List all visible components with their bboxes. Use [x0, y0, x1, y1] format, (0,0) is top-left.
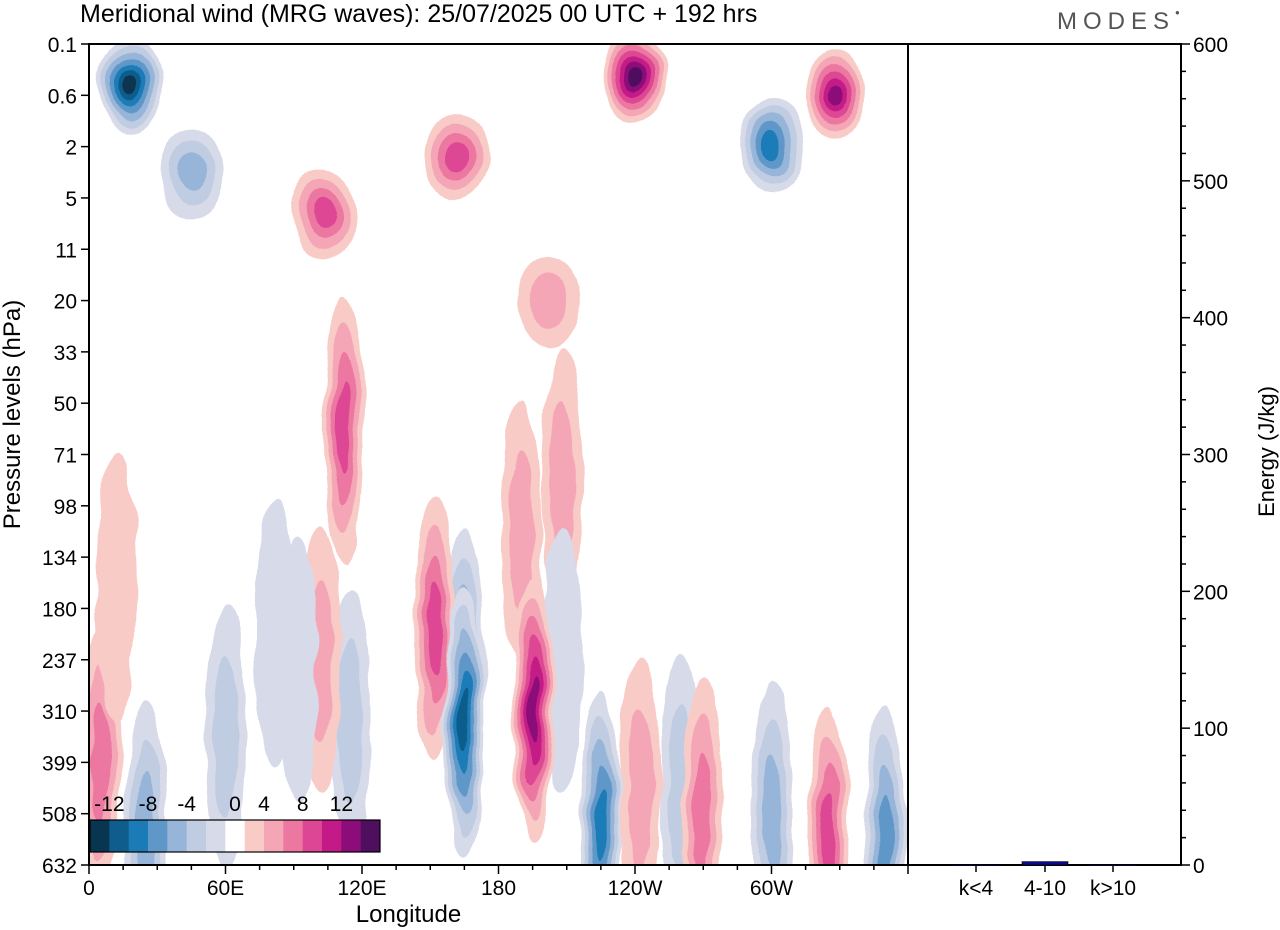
energy-panel-frame: [907, 43, 1182, 866]
energy-bar: [1021, 861, 1069, 866]
chart-title: Meridional wind (MRG waves): 25/07/2025 …: [80, 0, 758, 28]
contour-level-neg-4: [212, 654, 239, 819]
x-tick-label: 0: [83, 877, 95, 900]
y-tick-label: 98: [54, 496, 77, 519]
contour-level-neg-10: [595, 785, 607, 863]
y-tick-label: 399: [42, 752, 77, 775]
y-tick-label: 508: [42, 804, 77, 827]
y-tick-label: 0.1: [48, 34, 77, 57]
colorbar-swatch: [148, 820, 168, 852]
colorbar-label: -8: [139, 793, 158, 816]
contour-level-pos-8: [446, 140, 469, 173]
contour-level-pos-2: [95, 454, 137, 722]
energy-category-label: 4-10: [1024, 877, 1066, 900]
y-tick-label: 5: [65, 188, 77, 211]
y-tick-label: 310: [42, 701, 77, 724]
energy-tick-label: 100: [1193, 718, 1228, 741]
energy-tick-label: 500: [1193, 171, 1228, 194]
colorbar-label: -12: [94, 793, 124, 816]
y-tick-label: 237: [42, 650, 77, 673]
energy-tick-label: 300: [1193, 445, 1228, 468]
colorbar-swatch: [283, 820, 304, 852]
y-axis-label: Pressure levels (hPa): [0, 300, 26, 529]
x-tick-label: 60W: [750, 877, 793, 900]
contour-level-pos-4: [549, 398, 575, 563]
colorbar: -12 -8 -4 0 4 8 12: [89, 793, 381, 853]
colorbar-label: -4: [177, 793, 196, 816]
y-tick-label: 71: [54, 445, 77, 468]
contour-level-pos-12: [527, 678, 538, 744]
colorbar-swatch: [225, 820, 246, 852]
contour-field: [89, 44, 908, 865]
contour-level-pos-12: [827, 84, 843, 107]
contour-level-pos-4: [508, 449, 534, 614]
colorbar-swatch: [322, 820, 342, 852]
contour-level-neg-6: [177, 151, 206, 193]
y-tick-label: 0.6: [48, 85, 77, 108]
energy-axis-label: Energy (J/kg): [1254, 386, 1279, 517]
contour-level-pos-8: [821, 792, 836, 865]
y-tick-label: 20: [54, 291, 77, 314]
colorbar-swatch: [264, 820, 284, 852]
x-tick-label: 120E: [337, 877, 386, 900]
colorbar-swatch: [302, 820, 323, 852]
colorbar-swatch: [167, 820, 188, 852]
x-tick-label: 120W: [608, 877, 663, 900]
brand-logo: MODES●: [1057, 8, 1180, 35]
colorbar-label: 0: [229, 793, 241, 816]
contour-level-pos-8: [336, 382, 351, 476]
contour-level-neg-4: [338, 639, 364, 804]
colorbar-swatch: [360, 820, 381, 852]
energy-category-label: k>10: [1090, 877, 1136, 900]
colorbar-label: 12: [330, 793, 353, 816]
colorbar-swatch: [128, 820, 149, 852]
y-tick-label: 180: [42, 598, 77, 621]
colorbar-swatch: [109, 820, 130, 852]
y-tick-label: 134: [42, 547, 77, 570]
energy-tick-label: 0: [1193, 855, 1205, 878]
contour-level-pos-8: [427, 582, 442, 676]
contour-level-pos-4: [528, 272, 569, 329]
contour-level-pos-14: [628, 65, 642, 85]
colorbar-swatch: [186, 820, 207, 852]
energy-category-label: k<4: [959, 877, 994, 900]
energy-bar: [1089, 864, 1137, 867]
brand-text: MODES: [1057, 8, 1176, 35]
contour-level-pos-6: [694, 754, 713, 865]
colorbar-frame: [89, 819, 381, 853]
contour-level-neg-12: [459, 689, 470, 754]
y-tick-label: 50: [54, 393, 77, 416]
contour-level-neg-8: [878, 792, 893, 865]
x-tick-label: 180: [481, 877, 516, 900]
x-tick-label: 60E: [207, 877, 244, 900]
colorbar-swatch: [244, 820, 265, 852]
energy-bar: [952, 864, 1000, 866]
contour-level-neg-10: [762, 133, 781, 160]
colorbar-swatch: [206, 820, 226, 852]
energy-tick-label: 200: [1193, 581, 1228, 604]
colorbar-label: 8: [297, 793, 309, 816]
contour-level-neg-14: [123, 75, 137, 95]
y-tick-label: 11: [55, 239, 77, 262]
y-tick-label: 33: [54, 342, 77, 365]
energy-tick-label: 600: [1193, 34, 1228, 57]
contour-level-pos-4: [627, 705, 653, 865]
x-axis-label: Longitude: [356, 901, 461, 928]
contour-level-neg-2: [277, 536, 319, 804]
contour-level-neg-6: [762, 754, 781, 865]
colorbar-swatch: [90, 820, 110, 852]
colorbar-swatch: [341, 820, 362, 852]
y-tick-label: 632: [42, 855, 77, 878]
colorbar-label: 4: [258, 793, 270, 816]
contour-level-pos-6: [91, 703, 110, 822]
energy-tick-label: 400: [1193, 308, 1228, 331]
contour-level-pos-8: [312, 197, 335, 230]
y-tick-label: 2: [65, 137, 77, 160]
